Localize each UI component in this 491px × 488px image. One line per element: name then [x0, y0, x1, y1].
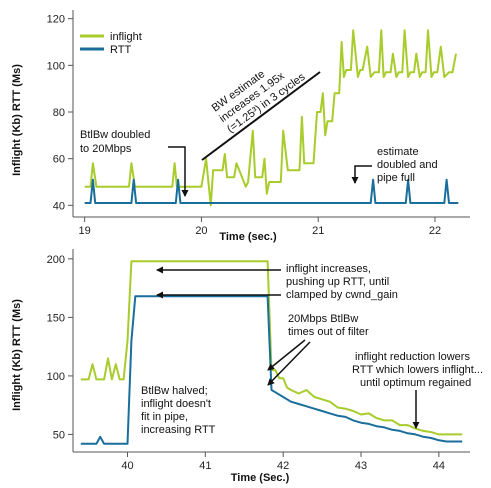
bottom-series-rtt-line	[80, 295, 463, 445]
annotation-btlbw-doubled: BtlBw doubled to 20Mbps	[80, 129, 189, 197]
top-x-tick-label: 20	[195, 225, 207, 237]
top-y-tick-label: 120	[47, 14, 65, 26]
bottom-x-tick-label: 44	[433, 460, 445, 472]
annotation-btlbw-arrow	[168, 146, 189, 197]
bottom-y-tick-label: 50	[53, 429, 65, 441]
bottom-y-tick-label: 150	[47, 312, 65, 324]
top-legend: inflight RTT	[80, 31, 142, 56]
annotation-btlbw-timeout-line1: 20Mbps BtlBw	[288, 313, 358, 325]
bottom-x-tick-label: 40	[121, 460, 133, 472]
bottom-axes: 50 100 150 200 40 41 42 43 44	[47, 249, 470, 472]
top-x-tick-label: 19	[79, 225, 91, 237]
top-y-axis-title: Inflight (Kb) RTT (Ms)	[11, 64, 23, 176]
annotation-btlbw-halved-line2: inflight doesn't	[141, 398, 211, 410]
annotation-inflight-reduction: inflight reduction lowers RTT which lowe…	[352, 351, 483, 429]
annotation-btlbw-doubled-line2: to 20Mbps	[80, 143, 132, 155]
top-x-tick-label: 21	[312, 225, 324, 237]
annotation-btlbw-timeout-line2: times out of filter	[288, 326, 369, 338]
annotation-estimate-doubled: estimate doubled and pipe full	[351, 146, 438, 184]
annotation-btlbw-halved-line4: increasing RTT	[141, 424, 216, 436]
annotation-estimate-doubled-line1: estimate	[377, 146, 419, 158]
top-series-inflight-line	[84, 29, 457, 207]
bottom-x-tick-label: 43	[355, 460, 367, 472]
bottom-chart: 50 100 150 200 40 41 42 43 44 Inflight (Kb) RTT …	[11, 249, 483, 484]
annotation-inflight-reduction-line1: inflight reduction lowers	[355, 351, 470, 363]
annotation-btlbw-timeout: 20Mbps BtlBw times out of filter	[267, 313, 369, 386]
top-chart: 40 60 80 100 120 19 20 21 22 Inflight (Kb) RTT (…	[11, 10, 470, 243]
bottom-x-tick-label: 42	[277, 460, 289, 472]
annotation-inflight-increases-line2: pushing up RTT, until	[286, 276, 389, 288]
top-y-tick-label: 40	[53, 200, 65, 212]
bottom-series-inflight-line	[80, 260, 463, 436]
top-axes: 40 60 80 100 120 19 20 21 22	[47, 10, 470, 237]
annotation-btlbw-timeout-arrow-2	[267, 341, 311, 386]
annotation-btlbw-halved-line3: fit in pipe,	[141, 411, 188, 423]
annotation-bw-estimate-line	[201, 71, 321, 161]
annotation-inflight-reduction-line2: RTT which lowers inflight...	[352, 364, 483, 376]
annotation-btlbw-halved-line1: BtlBw halved;	[141, 385, 208, 397]
top-y-tick-label: 60	[53, 154, 65, 166]
top-y-tick-label: 100	[47, 60, 65, 72]
top-series-layer	[84, 29, 459, 207]
bottom-series-layer	[80, 260, 463, 445]
bottom-y-tick-label: 200	[47, 254, 65, 266]
annotation-inflight-increases: inflight increases, pushing up RTT, unti…	[156, 263, 398, 301]
top-series-rtt-line	[84, 178, 459, 204]
bottom-x-tick-label: 41	[199, 460, 211, 472]
bottom-y-axis-title: Inflight (Kb) RTT (Ms)	[11, 299, 23, 411]
annotation-inflight-increases-line3: clamped by cwnd_gain	[286, 289, 398, 301]
annotation-estimate-doubled-line3: pipe full	[377, 172, 415, 184]
annotation-btlbw-doubled-line1: BtlBw doubled	[80, 129, 150, 141]
top-x-axis-title: Time (sec.)	[219, 231, 277, 243]
annotation-estimate-doubled-arrow	[351, 165, 372, 184]
legend-rtt-label: RTT	[110, 44, 131, 56]
annotation-estimate-doubled-line2: doubled and	[377, 159, 438, 171]
annotation-inflight-increases-line1: inflight increases,	[286, 263, 371, 275]
top-x-tick-label: 22	[429, 225, 441, 237]
legend-inflight-label: inflight	[110, 31, 142, 43]
top-y-tick-label: 80	[53, 107, 65, 119]
annotation-inflight-reduction-line3: until optimum regained	[360, 377, 471, 389]
annotation-btlbw-timeout-arrow-1	[267, 339, 306, 371]
bottom-x-axis-title: Time (Sec.)	[231, 472, 290, 484]
annotation-btlbw-halved: BtlBw halved; inflight doesn't fit in pi…	[141, 385, 216, 436]
bottom-y-tick-label: 100	[47, 371, 65, 383]
